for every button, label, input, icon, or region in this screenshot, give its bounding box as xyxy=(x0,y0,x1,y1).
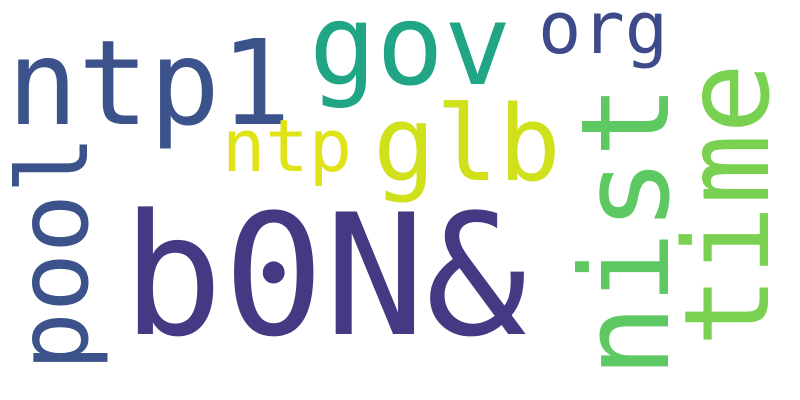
word-ntp: ntp xyxy=(222,104,353,188)
word-ntp1: ntp1 xyxy=(7,14,292,152)
word-pool: pool xyxy=(0,134,111,371)
word-org: org xyxy=(538,0,669,70)
word-gov: gov xyxy=(309,0,512,111)
word-glb: glb xyxy=(373,83,561,205)
word-time: time xyxy=(658,62,796,347)
word-b0n: b0N& xyxy=(122,178,527,374)
